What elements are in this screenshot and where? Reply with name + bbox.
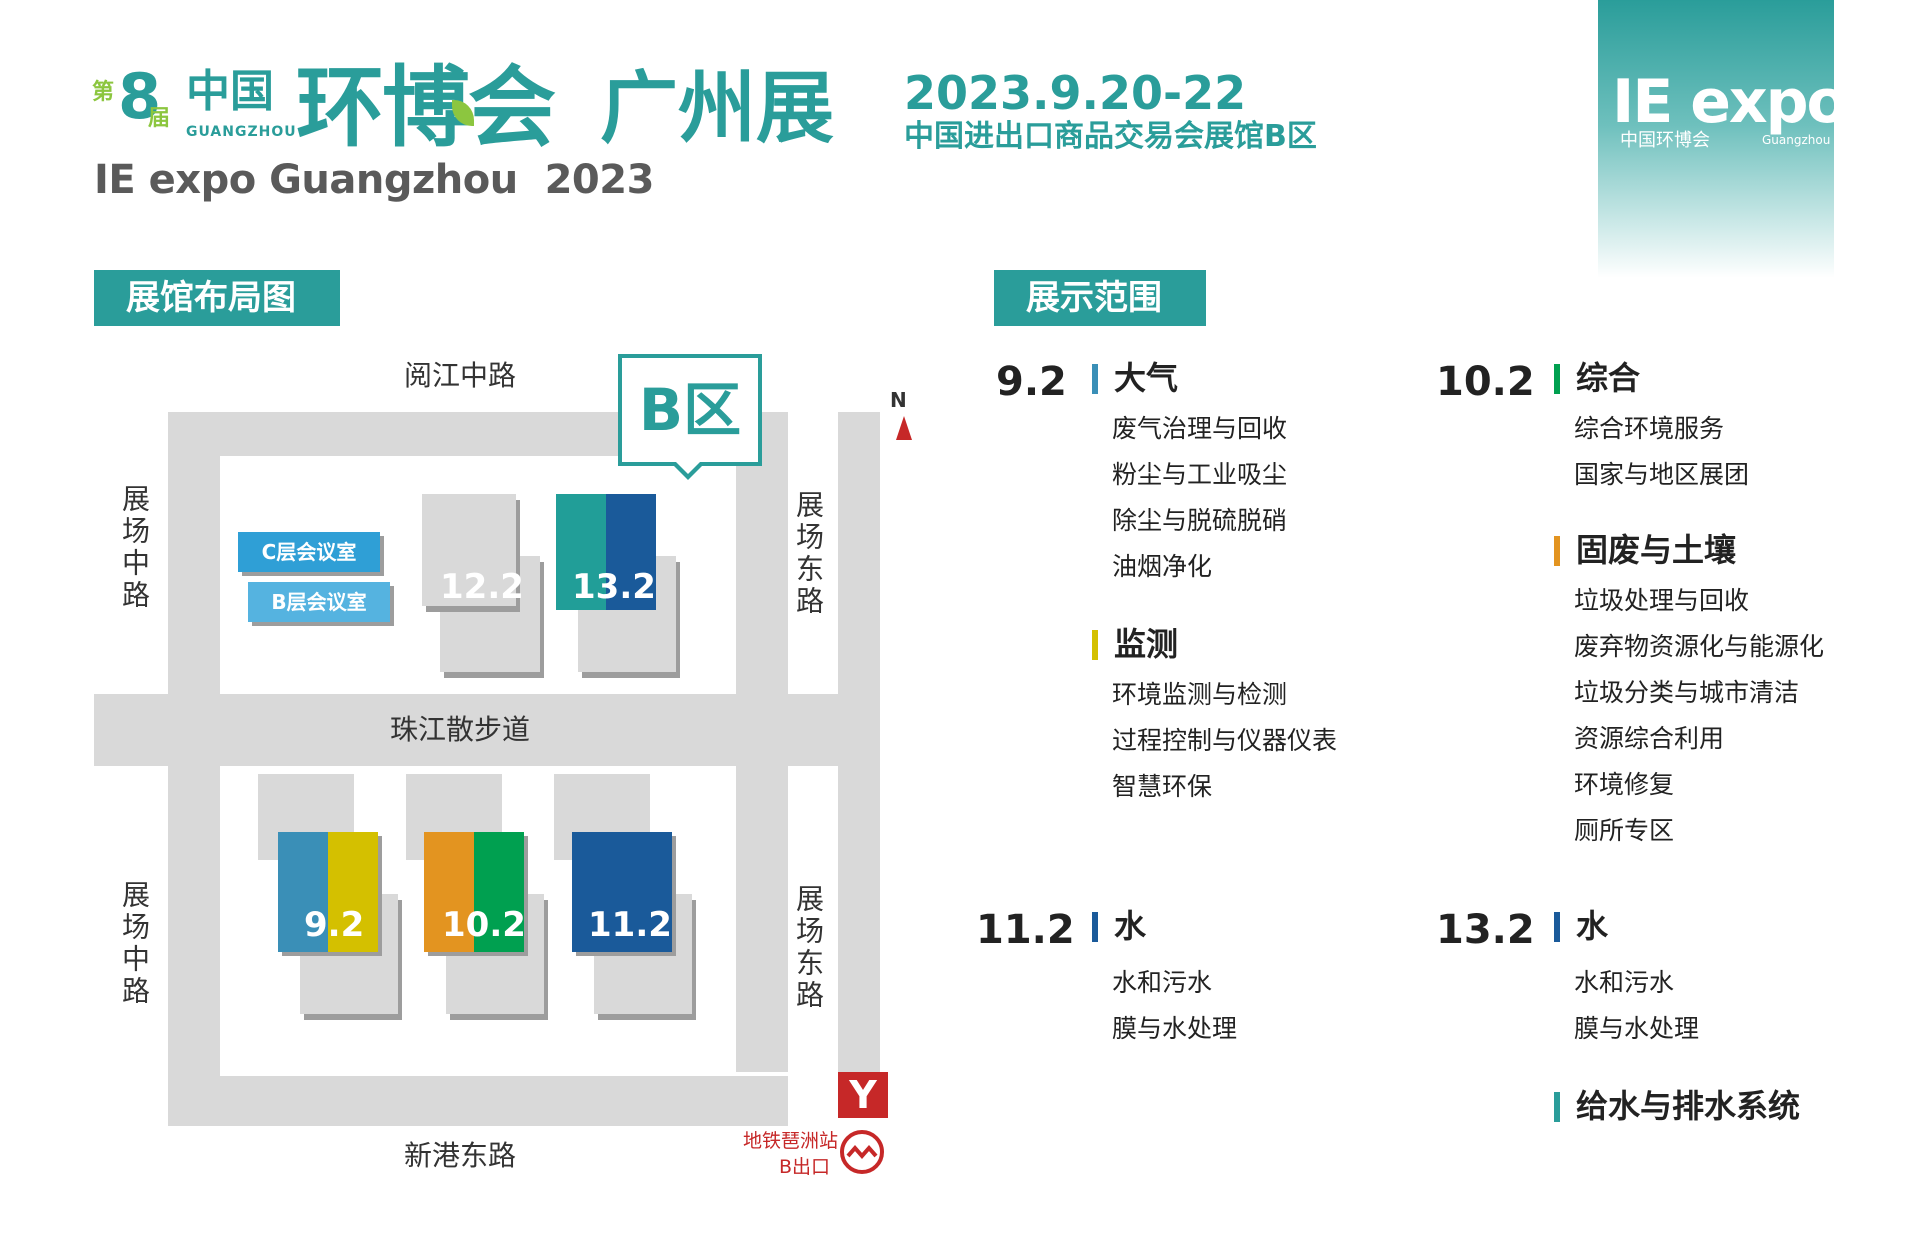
category-bar xyxy=(1092,364,1098,394)
ie-expo-logo xyxy=(1598,0,1834,278)
category-bar xyxy=(1554,536,1560,566)
layout-section-tag: 展馆布局图 xyxy=(94,270,340,326)
category-solid-waste: 固废与土壤 xyxy=(1554,534,1736,566)
hall-13-2-label: 13.2 xyxy=(572,567,656,607)
category-bar xyxy=(1092,912,1098,942)
zone-label: B区 xyxy=(618,354,762,466)
china-label: 中国 xyxy=(186,66,274,117)
north-label: N xyxy=(890,388,907,412)
scope-item: 膜与水处理 xyxy=(1112,1014,1238,1043)
hall-9-2-label: 9.2 xyxy=(304,905,365,945)
meeting-room-b: B层会议室 xyxy=(248,582,390,622)
road-bottom xyxy=(168,1076,788,1126)
metro-logo-icon xyxy=(840,1130,884,1174)
category-bar xyxy=(1554,364,1560,394)
logo-city: Guangzhou 广州 xyxy=(1762,133,1859,147)
category-water-13: 水 xyxy=(1554,910,1608,942)
road-label-bottom: 新港东路 xyxy=(404,1139,517,1172)
scope-item: 智慧环保 xyxy=(1112,772,1213,801)
road-far-right xyxy=(838,412,880,1072)
hall-9-2 xyxy=(278,832,328,952)
leaf-icon xyxy=(452,100,474,126)
scope-item: 油烟净化 xyxy=(1112,552,1213,581)
scope-item: 资源综合利用 xyxy=(1574,724,1725,753)
main-title: 环博会 xyxy=(296,56,556,159)
scope-item: 垃圾处理与回收 xyxy=(1574,586,1750,615)
hall-10-2 xyxy=(424,832,474,952)
scope-item: 膜与水处理 xyxy=(1574,1014,1700,1043)
scope-item: 过程控制与仪器仪表 xyxy=(1112,726,1338,755)
hall-11-2 xyxy=(572,832,672,952)
scope-item: 除尘与脱硫脱硝 xyxy=(1112,506,1288,535)
scope-hall-10-2: 10.2 xyxy=(1436,359,1535,405)
scope-item: 垃圾分类与城市清洁 xyxy=(1574,678,1800,707)
category-bar xyxy=(1092,630,1098,660)
edition-number: 8 xyxy=(118,60,162,133)
north-arrow-icon xyxy=(896,416,912,440)
scope-item: 国家与地区展团 xyxy=(1574,460,1750,489)
road-left-upper xyxy=(168,412,220,694)
category-bar xyxy=(1554,1092,1560,1122)
edition-prefix: 第 xyxy=(92,80,115,105)
scope-item: 环境监测与检测 xyxy=(1112,680,1288,709)
hall-13-2 xyxy=(556,494,606,610)
road-label-left-upper: 展场中路 xyxy=(118,484,151,612)
metro-exit: B出口 xyxy=(778,1156,830,1178)
road-label-right-upper: 展场东路 xyxy=(792,490,825,618)
road-left-lower xyxy=(168,766,220,1126)
hall-12-2-label: 12.2 xyxy=(440,567,524,607)
english-title: IE expo Guangzhou 2023 xyxy=(94,157,654,203)
scope-hall-13-2: 13.2 xyxy=(1436,907,1535,953)
scope-item: 水和污水 xyxy=(1112,968,1213,997)
scope-item: 水和污水 xyxy=(1574,968,1675,997)
category-monitor: 监测 xyxy=(1092,628,1178,660)
category-bar xyxy=(1554,912,1560,942)
event-date: 2023.9.20-22 xyxy=(904,66,1247,120)
road-middle xyxy=(94,694,838,766)
event-venue: 中国进出口商品交易会展馆B区 xyxy=(904,119,1317,154)
metro-exit-icon: Y xyxy=(838,1072,888,1118)
hall-11-2-label: 11.2 xyxy=(588,905,672,945)
scope-item: 环境修复 xyxy=(1574,770,1675,799)
road-label-right-lower: 展场东路 xyxy=(792,884,825,1012)
category-general: 综合 xyxy=(1554,362,1640,394)
metro-station: 地铁琶洲站 xyxy=(742,1130,838,1152)
guangzhou-label: GUANGZHOU xyxy=(186,124,297,140)
hall-10-2-label: 10.2 xyxy=(442,905,526,945)
road-right-lower xyxy=(736,766,788,1072)
road-label-middle: 珠江散步道 xyxy=(390,713,531,746)
road-label-left-lower: 展场中路 xyxy=(118,880,151,1008)
scope-item: 废气治理与回收 xyxy=(1112,414,1288,443)
meeting-room-c: C层会议室 xyxy=(238,532,380,572)
category-air: 大气 xyxy=(1092,362,1178,394)
scope-hall-11-2: 11.2 xyxy=(976,907,1075,953)
scope-section-tag: 展示范围 xyxy=(994,270,1206,326)
scope-item: 综合环境服务 xyxy=(1574,414,1725,443)
logo-subtitle: 中国环博会 xyxy=(1620,130,1710,151)
logo-text: IE expo xyxy=(1612,67,1848,137)
edition-suffix: 届 xyxy=(148,106,171,131)
road-label-top: 阅江中路 xyxy=(404,359,517,392)
scope-hall-9-2: 9.2 xyxy=(996,359,1067,405)
scope-item: 粉尘与工业吸尘 xyxy=(1112,460,1288,489)
city-title: 广州展 xyxy=(600,64,835,154)
scope-item: 废弃物资源化与能源化 xyxy=(1574,632,1825,661)
category-water: 水 xyxy=(1092,910,1146,942)
scope-item: 厕所专区 xyxy=(1574,816,1675,845)
category-water-supply: 给水与排水系统 xyxy=(1554,1090,1800,1122)
